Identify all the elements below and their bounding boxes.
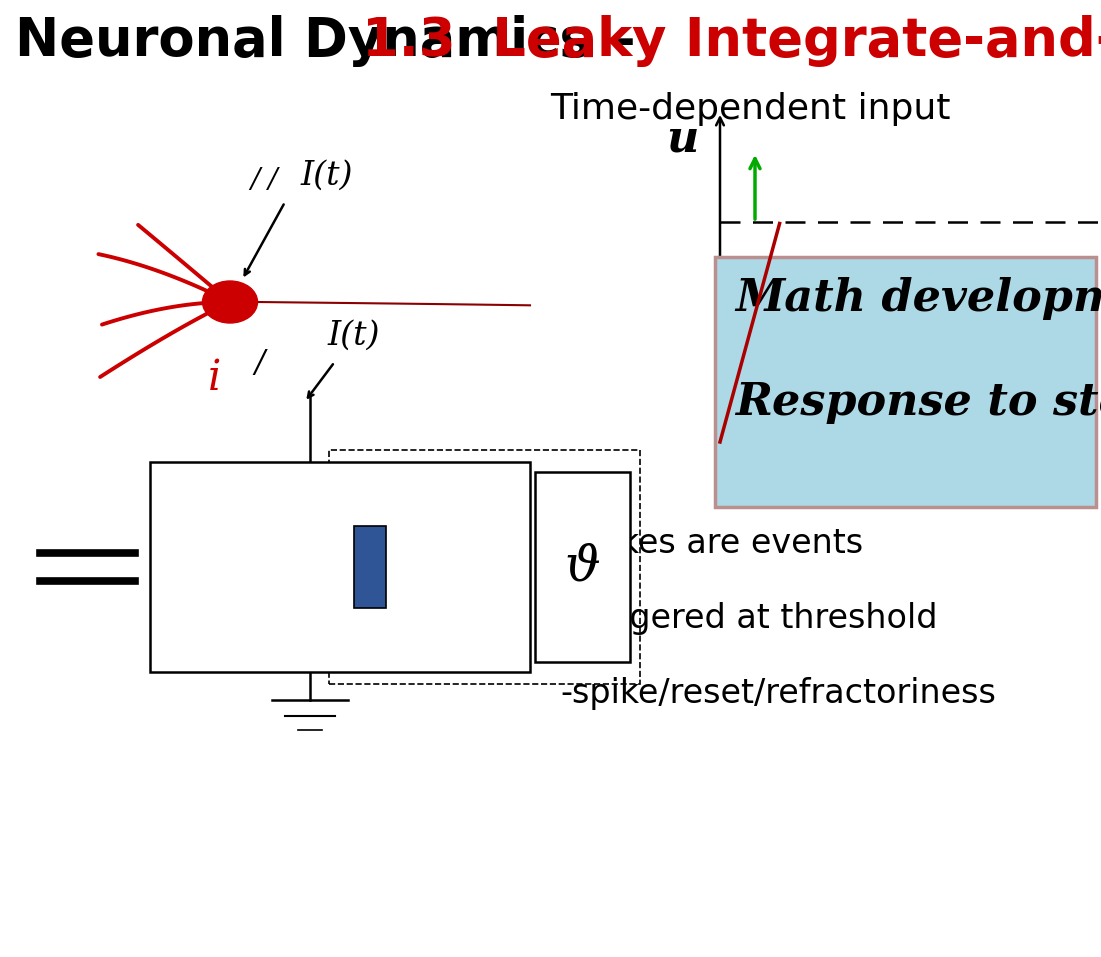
Text: Neuronal Dynamics –: Neuronal Dynamics – [15, 15, 654, 67]
Text: -triggered at threshold: -triggered at threshold [560, 602, 937, 635]
Text: I(t): I(t) [328, 320, 380, 352]
Text: i: i [208, 357, 221, 399]
Text: / /: / / [250, 167, 277, 194]
Ellipse shape [203, 281, 258, 323]
Bar [355, 526, 386, 608]
Text: Response to step current: Response to step current [735, 381, 1101, 424]
Text: Time-dependent input: Time-dependent input [550, 92, 950, 126]
Text: 1.3  Leaky Integrate-and-Fire Model: 1.3 Leaky Integrate-and-Fire Model [362, 15, 1101, 67]
Text: Math development:: Math development: [735, 277, 1101, 320]
Text: -spikes are events: -spikes are events [560, 527, 863, 560]
Bar [715, 257, 1095, 507]
Text: I(t): I(t) [299, 160, 352, 192]
Text: /: / [254, 348, 265, 379]
Bar [535, 472, 630, 662]
Text: -spike/reset/refractoriness: -spike/reset/refractoriness [560, 677, 996, 710]
Text: ϑ: ϑ [565, 543, 600, 591]
Bar [150, 462, 530, 672]
Text: u: u [666, 117, 698, 160]
Bar [328, 450, 640, 684]
